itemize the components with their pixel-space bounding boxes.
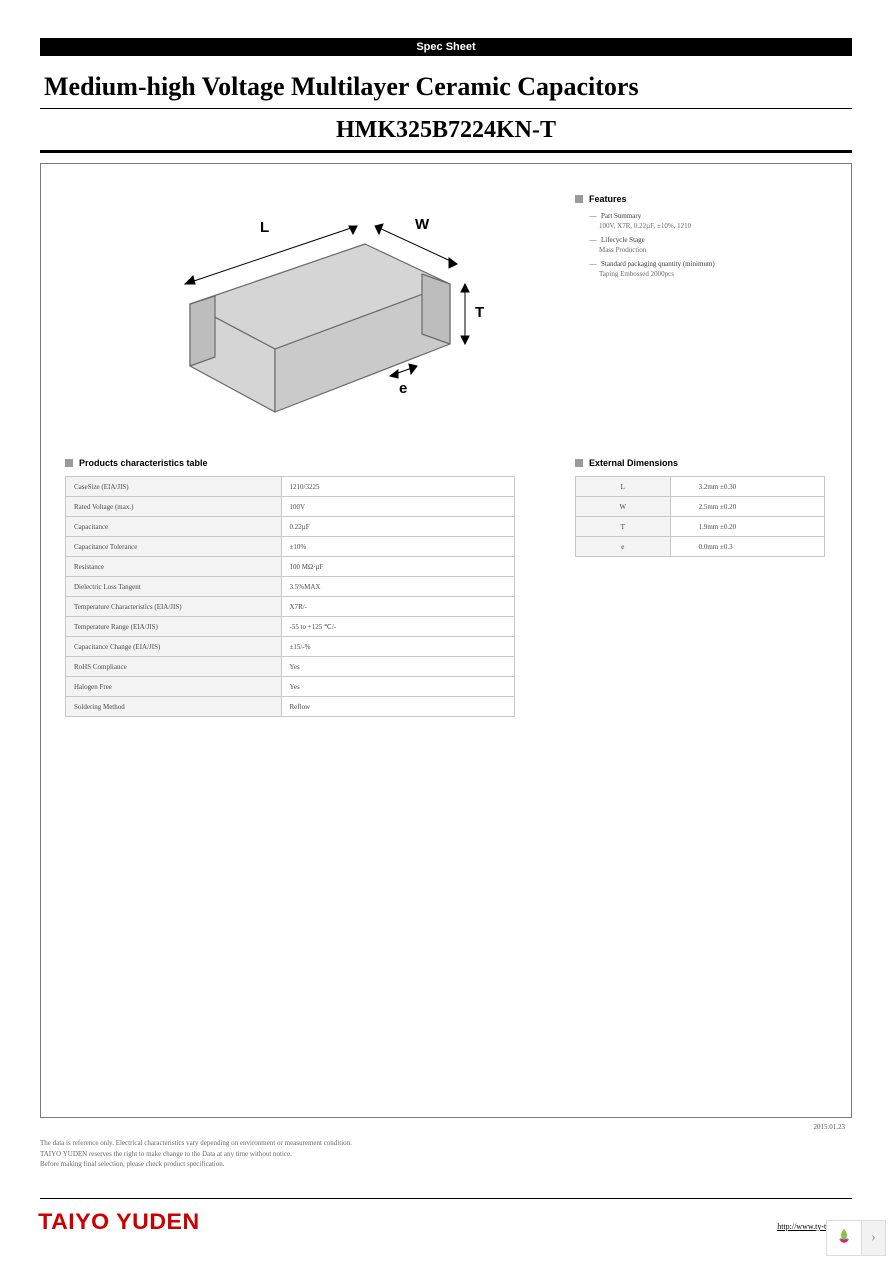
table-key: Resistance (66, 557, 282, 577)
table-row: Capacitance Tolerance±10% (66, 537, 515, 557)
table-value: ±15/-% (281, 637, 514, 657)
feature-item-sub: 100V, X7R, 0.22µF, ±10%, 1210 (599, 222, 715, 230)
table-value: 0.22µF (281, 517, 514, 537)
table-key: L (576, 477, 671, 497)
dimensions-heading: External Dimensions (575, 458, 825, 468)
features-heading-text: Features (589, 194, 627, 204)
table-row: RoHS ComplianceYes (66, 657, 515, 677)
table-value: Yes (281, 657, 514, 677)
table-row: Capacitance0.22µF (66, 517, 515, 537)
footnote-line: TAIYO YUDEN reserves the right to make c… (40, 1149, 852, 1160)
table-key: W (576, 497, 671, 517)
characteristics-heading: Products characteristics table (65, 458, 515, 468)
table-value: X7R/- (281, 597, 514, 617)
feature-item: —Standard packaging quantity (minimum) (589, 260, 715, 268)
table-value: 1.9mm ±0.20 (670, 517, 824, 537)
table-value: 2.5mm ±0.20 (670, 497, 824, 517)
feature-item: —Part Summary (589, 212, 715, 220)
dim-label-W: W (415, 216, 429, 233)
table-key: CaseSize (EIA/JIS) (66, 477, 282, 497)
table-key: Temperature Characteristics (EIA/JIS) (66, 597, 282, 617)
table-value: 100 MΩ·µF (281, 557, 514, 577)
content-frame: L W T e Features —Part Summary 100V, X7R,… (40, 163, 852, 1118)
table-key: Halogen Free (66, 677, 282, 697)
table-row: Capacitance Change (EIA/JIS)±15/-% (66, 637, 515, 657)
capacitor-3d-icon (65, 184, 495, 444)
chevron-right-icon[interactable]: › (862, 1220, 886, 1256)
table-value: ±10% (281, 537, 514, 557)
dim-label-T: T (475, 304, 484, 321)
revision-date: 2015.01.23 (814, 1123, 846, 1131)
table-key: T (576, 517, 671, 537)
table-key: RoHS Compliance (66, 657, 282, 677)
dim-label-e: e (399, 380, 407, 397)
bullet-square-icon (65, 459, 73, 467)
table-value: 100V (281, 497, 514, 517)
bullet-square-icon (575, 459, 583, 467)
footnote-line: The data is reference only. Electrical c… (40, 1138, 852, 1149)
table-value: 3.2mm ±0.30 (670, 477, 824, 497)
dim-label-L: L (260, 219, 269, 236)
characteristics-table: CaseSize (EIA/JIS)1210/3225Rated Voltage… (65, 476, 515, 717)
table-row: Temperature Range (EIA/JIS)-55 to +125 ℃… (66, 617, 515, 637)
corner-logo-icon (826, 1220, 862, 1256)
table-key: Soldering Method (66, 697, 282, 717)
bullet-square-icon (575, 195, 583, 203)
characteristics-heading-text: Products characteristics table (79, 458, 208, 468)
footnote-line: Before making final selection, please ch… (40, 1159, 852, 1170)
table-key: Temperature Range (EIA/JIS) (66, 617, 282, 637)
page-title-category: Medium-high Voltage Multilayer Ceramic C… (40, 70, 852, 108)
table-row: Temperature Characteristics (EIA/JIS)X7R… (66, 597, 515, 617)
table-row: Soldering MethodReflow (66, 697, 515, 717)
divider-thick (40, 150, 852, 153)
footnotes: The data is reference only. Electrical c… (40, 1138, 852, 1170)
package-diagram: L W T e (65, 184, 495, 444)
feature-item: —Lifecycle Stage (589, 236, 715, 244)
table-value: 0.0mm ±0.3 (670, 537, 824, 557)
features-heading: Features (575, 194, 715, 204)
table-row: W2.5mm ±0.20 (576, 497, 825, 517)
page-title-part: HMK325B7224KN-T (40, 109, 852, 150)
table-key: Capacitance (66, 517, 282, 537)
table-row: Resistance100 MΩ·µF (66, 557, 515, 577)
table-value: -55 to +125 ℃/- (281, 617, 514, 637)
table-row: L3.2mm ±0.30 (576, 477, 825, 497)
table-value: Yes (281, 677, 514, 697)
dimensions-heading-text: External Dimensions (589, 458, 678, 468)
table-row: CaseSize (EIA/JIS)1210/3225 (66, 477, 515, 497)
table-value: 1210/3225 (281, 477, 514, 497)
footer-divider (40, 1198, 852, 1199)
dimensions-table: L3.2mm ±0.30W2.5mm ±0.20T1.9mm ±0.20e0.0… (575, 476, 825, 557)
table-row: e0.0mm ±0.3 (576, 537, 825, 557)
feature-item-sub: Mass Production (599, 246, 715, 254)
table-value: 3.5%MAX (281, 577, 514, 597)
table-key: Rated Voltage (max.) (66, 497, 282, 517)
table-key: Capacitance Change (EIA/JIS) (66, 637, 282, 657)
table-key: e (576, 537, 671, 557)
table-value: Reflow (281, 697, 514, 717)
table-key: Capacitance Tolerance (66, 537, 282, 557)
corner-widget[interactable]: › (826, 1220, 886, 1256)
table-row: Rated Voltage (max.)100V (66, 497, 515, 517)
table-row: T1.9mm ±0.20 (576, 517, 825, 537)
table-key: Dielectric Loss Tangent (66, 577, 282, 597)
brand-logo: TAIYO YUDEN (38, 1209, 200, 1235)
table-row: Dielectric Loss Tangent3.5%MAX (66, 577, 515, 597)
feature-item-sub: Taping Embossed 2000pcs (599, 270, 715, 278)
spec-sheet-bar: Spec Sheet (40, 38, 852, 56)
table-row: Halogen FreeYes (66, 677, 515, 697)
